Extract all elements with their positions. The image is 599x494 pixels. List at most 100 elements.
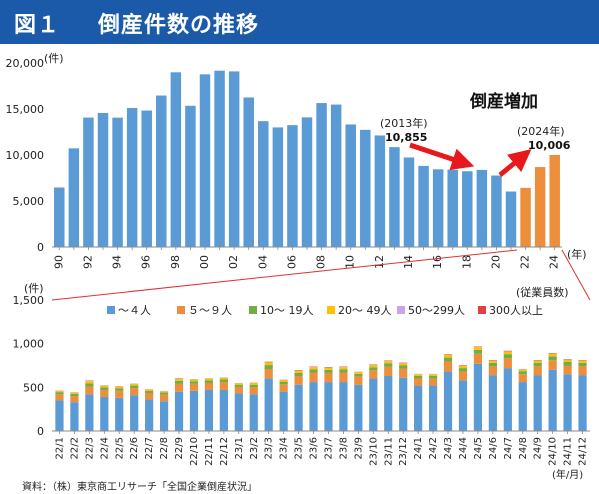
label-2013-year: (2013年) bbox=[380, 116, 428, 130]
bottom-bar-22/1-s2 bbox=[55, 392, 64, 395]
top-bar-90 bbox=[54, 187, 65, 247]
bottom-bar-23/2-s3 bbox=[249, 382, 258, 385]
bottom-bar-24/5-s3 bbox=[473, 347, 483, 350]
legend-swatch-3 bbox=[327, 306, 335, 314]
top-x-tick-label: 00 bbox=[198, 255, 211, 269]
bottom-x-tick-label: 24/10 bbox=[548, 437, 559, 466]
bottom-x-tick-label: 23/9 bbox=[353, 437, 364, 459]
top-bar-96 bbox=[141, 110, 152, 247]
top-bar-12 bbox=[374, 135, 386, 247]
bottom-bar-22/3-s1 bbox=[85, 386, 94, 395]
bottom-bar-24/4-s0 bbox=[458, 380, 468, 431]
top-bar-98 bbox=[170, 72, 182, 247]
bottom-bar-23/3-s2 bbox=[264, 365, 273, 369]
trend-label: 倒産増加 bbox=[469, 91, 538, 112]
top-x-tick-label: 98 bbox=[169, 255, 182, 269]
top-x-tick-label: 16 bbox=[431, 255, 444, 269]
bottom-bar-24/10-s2 bbox=[548, 356, 557, 361]
bottom-x-tick-label: 24/6 bbox=[488, 437, 499, 459]
bottom-bar-22/2-s3 bbox=[70, 392, 79, 394]
legend-label-2: 10～ 19人 bbox=[260, 304, 314, 317]
bottom-x-tick-label: 24/5 bbox=[473, 437, 484, 459]
bottom-bar-22/9-s0 bbox=[174, 391, 184, 431]
bottom-bar-22/8-s3 bbox=[159, 391, 169, 393]
bottom-x-tick-label: 23/6 bbox=[309, 437, 320, 459]
legend-label-4: 50～299人 bbox=[408, 304, 465, 317]
top-bar-20 bbox=[491, 175, 502, 247]
bottom-x-tick-label: 24/1 bbox=[413, 437, 424, 459]
bottom-bar-22/7-s2 bbox=[145, 390, 154, 394]
bottom-bar-22/6-s3 bbox=[130, 383, 139, 386]
bottom-y-tick-label: 0 bbox=[37, 425, 44, 438]
bottom-bar-23/11-s0 bbox=[384, 375, 393, 431]
bottom-x-tick-label: 22/6 bbox=[129, 437, 140, 459]
bottom-bar-22/8-s1 bbox=[159, 394, 169, 402]
top-bar-00 bbox=[199, 74, 211, 247]
increase-arrow bbox=[498, 149, 532, 177]
top-y-unit-label: (件) bbox=[44, 52, 64, 65]
bottom-bar-24/11-s3 bbox=[563, 359, 572, 362]
bottom-bar-23/12-s0 bbox=[399, 377, 408, 431]
bottom-bar-24/6-s1 bbox=[488, 366, 497, 376]
bottom-x-tick-label: 23/12 bbox=[398, 437, 409, 466]
top-x-tick-label: 02 bbox=[227, 255, 240, 269]
bottom-bar-24/6-s2 bbox=[488, 362, 497, 367]
legend-title: (従業員数) bbox=[516, 286, 569, 299]
top-bar-97 bbox=[156, 95, 167, 247]
bottom-bar-24/8-s2 bbox=[518, 371, 527, 375]
bottom-bar-22/12-s0 bbox=[219, 389, 228, 431]
bottom-x-tick-label: 24/2 bbox=[428, 437, 439, 459]
bottom-y-tick-label: 1,500 bbox=[13, 294, 45, 307]
bottom-bar-22/4-s3 bbox=[100, 385, 109, 388]
legend-label-0: ～４人 bbox=[118, 304, 151, 317]
top-x-tick-label: 94 bbox=[111, 255, 124, 269]
bottom-x-tick-label: 22/7 bbox=[144, 437, 155, 459]
bottom-bar-22/10-s2 bbox=[189, 381, 199, 384]
bottom-bar-22/12-s2 bbox=[219, 379, 228, 383]
label-2024-year: (2024年) bbox=[517, 124, 565, 138]
bottom-bar-22/2-s1 bbox=[70, 396, 79, 403]
bottom-bar-24/4-s3 bbox=[458, 365, 468, 369]
top-bar-06 bbox=[287, 125, 298, 247]
bottom-x-tick-label: 23/7 bbox=[323, 437, 334, 459]
bottom-bar-23/3-s0 bbox=[264, 378, 273, 431]
bottom-bar-23/1-s3 bbox=[234, 383, 243, 385]
legend-label-1: ５～９人 bbox=[188, 304, 232, 317]
bottom-x-tick-label: 22/5 bbox=[114, 437, 125, 459]
bottom-bar-24/7-s2 bbox=[503, 354, 512, 359]
bottom-bar-23/7-s0 bbox=[324, 382, 333, 431]
bottom-bar-23/5-s1 bbox=[294, 375, 303, 385]
bottom-bar-24/10-s0 bbox=[548, 369, 557, 431]
bottom-x-tick-label: 22/8 bbox=[159, 437, 170, 459]
top-bar-16 bbox=[432, 169, 444, 247]
bottom-y-tick-label: 500 bbox=[23, 381, 44, 394]
bottom-bar-24/12-s0 bbox=[578, 375, 587, 431]
bottom-bar-22/4-s1 bbox=[100, 389, 109, 397]
bottom-bar-24/7-s0 bbox=[503, 368, 512, 431]
bottom-bar-22/8-s2 bbox=[159, 392, 169, 395]
bottom-bar-24/7-s1 bbox=[503, 358, 512, 369]
top-bar-01 bbox=[214, 70, 225, 247]
top-bar-17 bbox=[447, 169, 458, 247]
bottom-bar-23/10-s2 bbox=[369, 367, 378, 371]
bottom-x-tick-label: 22/10 bbox=[189, 437, 200, 466]
bottom-bar-23/8-s2 bbox=[339, 369, 348, 373]
top-x-tick-label: 10 bbox=[344, 255, 357, 269]
bottom-bar-22/10-s3 bbox=[189, 379, 199, 382]
bottom-x-tick-label: 23/11 bbox=[383, 437, 394, 466]
bottom-bar-23/2-s2 bbox=[249, 384, 258, 388]
bottom-bar-23/11-s3 bbox=[384, 361, 393, 364]
top-bar-08 bbox=[316, 103, 327, 247]
bottom-bar-23/7-s2 bbox=[324, 369, 333, 373]
top-bar-05 bbox=[272, 127, 284, 247]
bottom-bar-24/11-s1 bbox=[563, 365, 572, 375]
bottom-bar-22/12-s3 bbox=[219, 377, 228, 380]
bottom-x-tick-label: 24/11 bbox=[563, 437, 574, 466]
bottom-bar-22/8-s0 bbox=[159, 401, 169, 431]
bottom-bar-24/1-s3 bbox=[414, 374, 423, 376]
bottom-bar-22/6-s2 bbox=[130, 385, 139, 389]
bottom-bar-22/5-s0 bbox=[115, 397, 124, 431]
bottom-bar-23/12-s2 bbox=[399, 365, 408, 369]
bottom-bar-23/6-s1 bbox=[309, 372, 318, 383]
bottom-bar-24/9-s1 bbox=[533, 366, 542, 376]
